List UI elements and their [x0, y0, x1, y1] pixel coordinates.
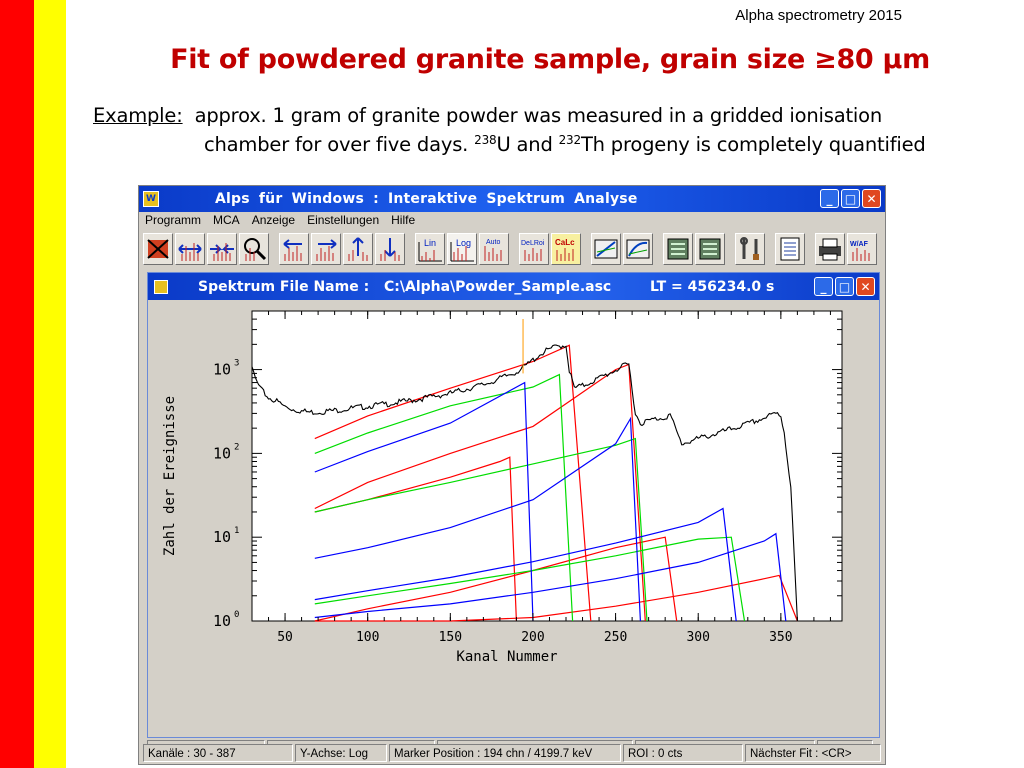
yellow-side-bar [34, 0, 66, 768]
example-line-1: approx. 1 gram of granite powder was mea… [194, 104, 883, 127]
menu-mca[interactable]: MCA [213, 213, 240, 227]
expand-button[interactable] [175, 233, 205, 265]
print-button[interactable] [815, 233, 845, 265]
shift-left-button[interactable] [279, 233, 309, 265]
scale-up-button[interactable] [343, 233, 373, 265]
y-tick-exponent: 2 [234, 442, 239, 452]
y-axis-label: Zahl der Ereignisse [162, 396, 178, 556]
report-button[interactable] [775, 233, 805, 265]
calibration-button[interactable] [591, 233, 621, 265]
calc-label: CaLc [555, 238, 575, 247]
waf-button[interactable]: W/AF [847, 233, 877, 265]
x-tick-label: 250 [604, 630, 627, 645]
y-tick-label: 10 [213, 444, 231, 462]
x-tick-label: 100 [356, 630, 379, 645]
alps-app-window: W Alps für Windows : Interaktive Spektru… [138, 185, 886, 765]
red-side-bar [0, 0, 34, 768]
delroi-label: DeLRoi [521, 240, 545, 247]
waf-label: W/AF [850, 241, 869, 248]
channel-status-bar: Kanäle : 30 - 387 Y-Achse: Log Marker Po… [143, 744, 883, 764]
spectrum-titlebar[interactable]: Spektrum File Name : C:\Alpha\Powder_Sam… [148, 273, 879, 300]
example-line-2a: chamber for over five days. [204, 133, 475, 156]
app-title: Alps für Windows : Interaktive Spektrum … [215, 191, 638, 207]
fit-curve-green [314, 536, 746, 622]
slide-header: Alpha spectrometry 2015 [735, 7, 902, 24]
x-tick-label: 300 [686, 630, 709, 645]
auto-scale-button[interactable]: Auto [479, 233, 509, 265]
child-minimize-button[interactable]: _ [814, 277, 833, 296]
fit-curve-blue [314, 507, 737, 622]
child-close-button[interactable]: ✕ [856, 277, 875, 296]
example-text: Example: approx. 1 gram of granite powde… [93, 101, 926, 159]
close-button[interactable]: ✕ [862, 189, 881, 208]
child-maximize-button[interactable]: □ [835, 277, 854, 296]
shift-right-button[interactable] [311, 233, 341, 265]
example-label: Example: [93, 104, 183, 127]
app-titlebar[interactable]: W Alps für Windows : Interaktive Spektru… [139, 186, 885, 212]
y-tick-label: 10 [213, 528, 231, 546]
log-label: Log [456, 238, 471, 248]
x-tick-label: 200 [521, 630, 544, 645]
example-sup-232: 232 [558, 133, 582, 147]
status-channels: Kanäle : 30 - 387 [143, 744, 293, 762]
y-tick-label: 10 [213, 361, 231, 379]
tools-button[interactable] [735, 233, 765, 265]
minimize-button[interactable]: _ [820, 189, 839, 208]
spectrum-window-icon [154, 280, 168, 294]
fit-curve-red [314, 344, 592, 622]
menu-bar: Programm MCA Anzeige Einstellungen Hilfe [145, 213, 415, 231]
fit-curve-green [314, 373, 574, 622]
live-time: LT = 456234.0 s [650, 279, 775, 295]
auto-label: Auto [486, 239, 501, 246]
y-tick-label: 10 [213, 612, 231, 630]
status-roi: ROI : 0 cts [623, 744, 743, 762]
status-marker: Marker Position : 194 chn / 4199.7 keV [389, 744, 621, 762]
table-button[interactable] [663, 233, 693, 265]
fit-curve-red [314, 574, 798, 622]
menu-hilfe[interactable]: Hilfe [391, 213, 416, 227]
app-logo-icon: W [143, 191, 159, 207]
list-button[interactable] [695, 233, 725, 265]
y-tick-exponent: 0 [234, 610, 239, 620]
fit-curve-blue [314, 416, 641, 622]
maximize-button[interactable]: □ [841, 189, 860, 208]
zoom-button[interactable] [239, 233, 269, 265]
fit-curve-green [314, 437, 648, 622]
delete-roi-button[interactable]: DeLRoi [519, 233, 549, 265]
lin-scale-button[interactable]: Lin [415, 233, 445, 265]
example-sup-238: 238 [474, 133, 497, 147]
lin-label: Lin [424, 238, 436, 248]
status-y-axis: Y-Achse: Log [295, 744, 387, 762]
menu-anzeige[interactable]: Anzeige [251, 213, 296, 227]
delete-spectrum-button[interactable] [143, 233, 173, 265]
spectrum-file-path: C:\Alpha\Powder_Sample.asc [384, 279, 612, 295]
y-tick-exponent: 3 [234, 359, 239, 369]
x-tick-label: 350 [769, 630, 792, 645]
plot-frame [251, 310, 843, 622]
example-line-2b: U and [496, 133, 559, 156]
example-line-2c: Th progeny is completely quantified [580, 133, 926, 156]
spectrum-file-label: Spektrum File Name : [198, 279, 370, 295]
x-axis-label: Kanal Nummer [456, 649, 557, 665]
status-next-fit: Nächster Fit : <CR> [745, 744, 881, 762]
compress-button[interactable] [207, 233, 237, 265]
scale-down-button[interactable] [375, 233, 405, 265]
x-tick-label: 150 [439, 630, 462, 645]
slide-title: Fit of powdered granite sample, grain si… [170, 44, 930, 75]
y-tick-exponent: 1 [234, 526, 239, 536]
menu-programm[interactable]: Programm [145, 213, 202, 227]
efficiency-button[interactable] [623, 233, 653, 265]
measured-spectrum [251, 344, 798, 622]
x-tick-label: 50 [277, 630, 293, 645]
fit-curve-blue [314, 381, 534, 622]
plot-area[interactable]: 50 100 150 200 250 300 350 10 0 10 1 10 2 10 3 Kanal N… [152, 303, 874, 701]
fit-curve-blue [314, 532, 787, 622]
log-scale-button[interactable]: Log [447, 233, 477, 265]
spectrum-window: Spektrum File Name : C:\Alpha\Powder_Sam… [147, 272, 880, 738]
calc-button[interactable]: CaLc [551, 233, 581, 265]
menu-einstellungen[interactable]: Einstellungen [307, 213, 380, 227]
